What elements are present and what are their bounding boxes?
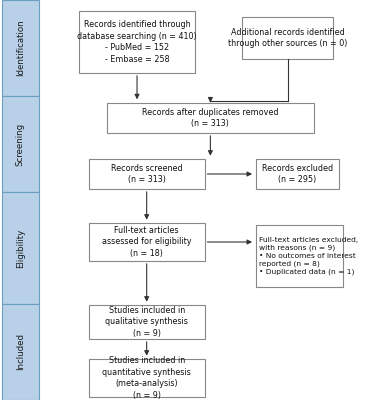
Bar (242, 17, 333, 59)
Bar (89, 305, 205, 339)
Bar (256, 159, 339, 189)
Bar (2, 192, 39, 304)
Text: Full-text articles
assessed for eligibility
(n = 18): Full-text articles assessed for eligibil… (102, 226, 191, 258)
Bar (89, 223, 205, 261)
Bar (89, 159, 205, 189)
Text: Additional records identified
through other sources (n = 0): Additional records identified through ot… (228, 28, 347, 48)
Text: Studies included in
quantitative synthesis
(meta-analysis)
(n = 9): Studies included in quantitative synthes… (102, 356, 191, 400)
Text: Records identified through
database searching (n = 410)
- PubMed = 152
- Embase : Records identified through database sear… (77, 20, 197, 64)
Text: Eligibility: Eligibility (16, 228, 25, 268)
Bar (2, 304, 39, 400)
Bar (107, 103, 313, 133)
Text: Included: Included (16, 334, 25, 370)
Bar (2, 96, 39, 192)
Text: Records excluded
(n = 295): Records excluded (n = 295) (262, 164, 333, 184)
Text: Records screened
(n = 313): Records screened (n = 313) (111, 164, 183, 184)
Bar (2, 0, 39, 96)
Text: Full-text articles excluded,
with reasons (n = 9)
• No outcomes of interest
repo: Full-text articles excluded, with reason… (259, 237, 358, 275)
Text: Identification: Identification (16, 20, 25, 76)
Text: Records after duplicates removed
(n = 313): Records after duplicates removed (n = 31… (142, 108, 279, 128)
Bar (79, 11, 195, 73)
Bar (89, 359, 205, 397)
Text: Screening: Screening (16, 122, 25, 166)
Bar (256, 225, 343, 287)
Text: Studies included in
qualitative synthesis
(n = 9): Studies included in qualitative synthesi… (105, 306, 188, 338)
